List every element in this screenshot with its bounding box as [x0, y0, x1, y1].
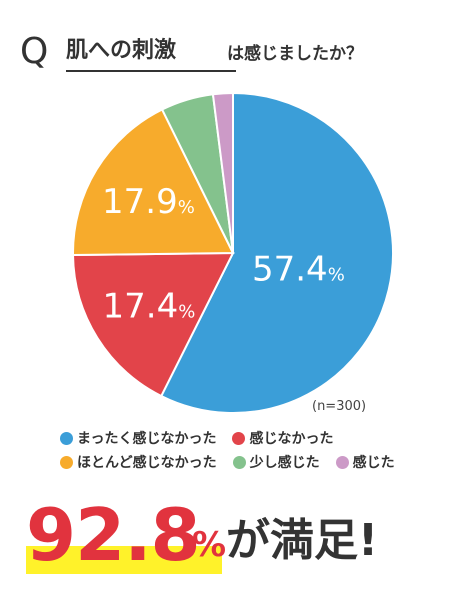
sample-size-note: (n=300)	[312, 399, 366, 414]
legend-label-slightly: 少し感じた	[249, 455, 320, 471]
legend-item-not-at-all: まったく感じなかった	[60, 428, 216, 448]
legend-dot-orange	[60, 455, 73, 469]
result-percent: %	[192, 525, 227, 565]
legend-item-did-not-feel: 感じなかった	[232, 428, 333, 448]
pie-slice-0	[159, 91, 394, 414]
legend-label-felt: 感じた	[352, 455, 395, 471]
question-underline	[66, 70, 236, 72]
legend-dot-blue	[60, 431, 73, 445]
legend-item-hardly: ほとんど感じなかった	[60, 452, 217, 472]
chart-legend: まったく感じなかった 感じなかった ほとんど感じなかった 少し感じた 感じた	[60, 426, 460, 474]
slice-value-label-1: 17.4%	[103, 287, 196, 327]
pie-slice-1	[71, 251, 235, 398]
legend-label-hardly: ほとんど感じなかった	[77, 455, 217, 471]
question-main-text: 肌への刺激	[66, 38, 177, 63]
slice-value-label-0: 57.4%	[252, 249, 345, 289]
question-rest-text: は感じましたか？	[227, 44, 363, 64]
question-header: Q 肌への刺激 は感じましたか？	[20, 30, 450, 76]
legend-label-not-at-all: まったく感じなかった	[77, 431, 217, 447]
question-q-letter: Q	[20, 31, 49, 72]
legend-dot-red	[232, 431, 246, 445]
result-text: が満足!	[226, 515, 379, 566]
legend-item-felt: 感じた	[335, 452, 395, 472]
result-number: 92.8	[26, 493, 201, 577]
legend-item-slightly: 少し感じた	[232, 452, 320, 472]
legend-dot-purple	[335, 455, 349, 469]
slice-value-label-2: 17.9%	[102, 182, 195, 222]
result-banner: 92.8 % が満足!	[26, 493, 456, 584]
pie-slice-4	[211, 91, 234, 254]
legend-row-2: ほとんど感じなかった 少し感じた 感じた	[60, 450, 460, 474]
legend-dot-green	[232, 455, 246, 469]
legend-row-1: まったく感じなかった 感じなかった	[60, 426, 460, 450]
result-highlight	[26, 546, 222, 574]
legend-label-did-not-feel: 感じなかった	[249, 431, 334, 447]
pie-slice-2	[72, 108, 235, 257]
